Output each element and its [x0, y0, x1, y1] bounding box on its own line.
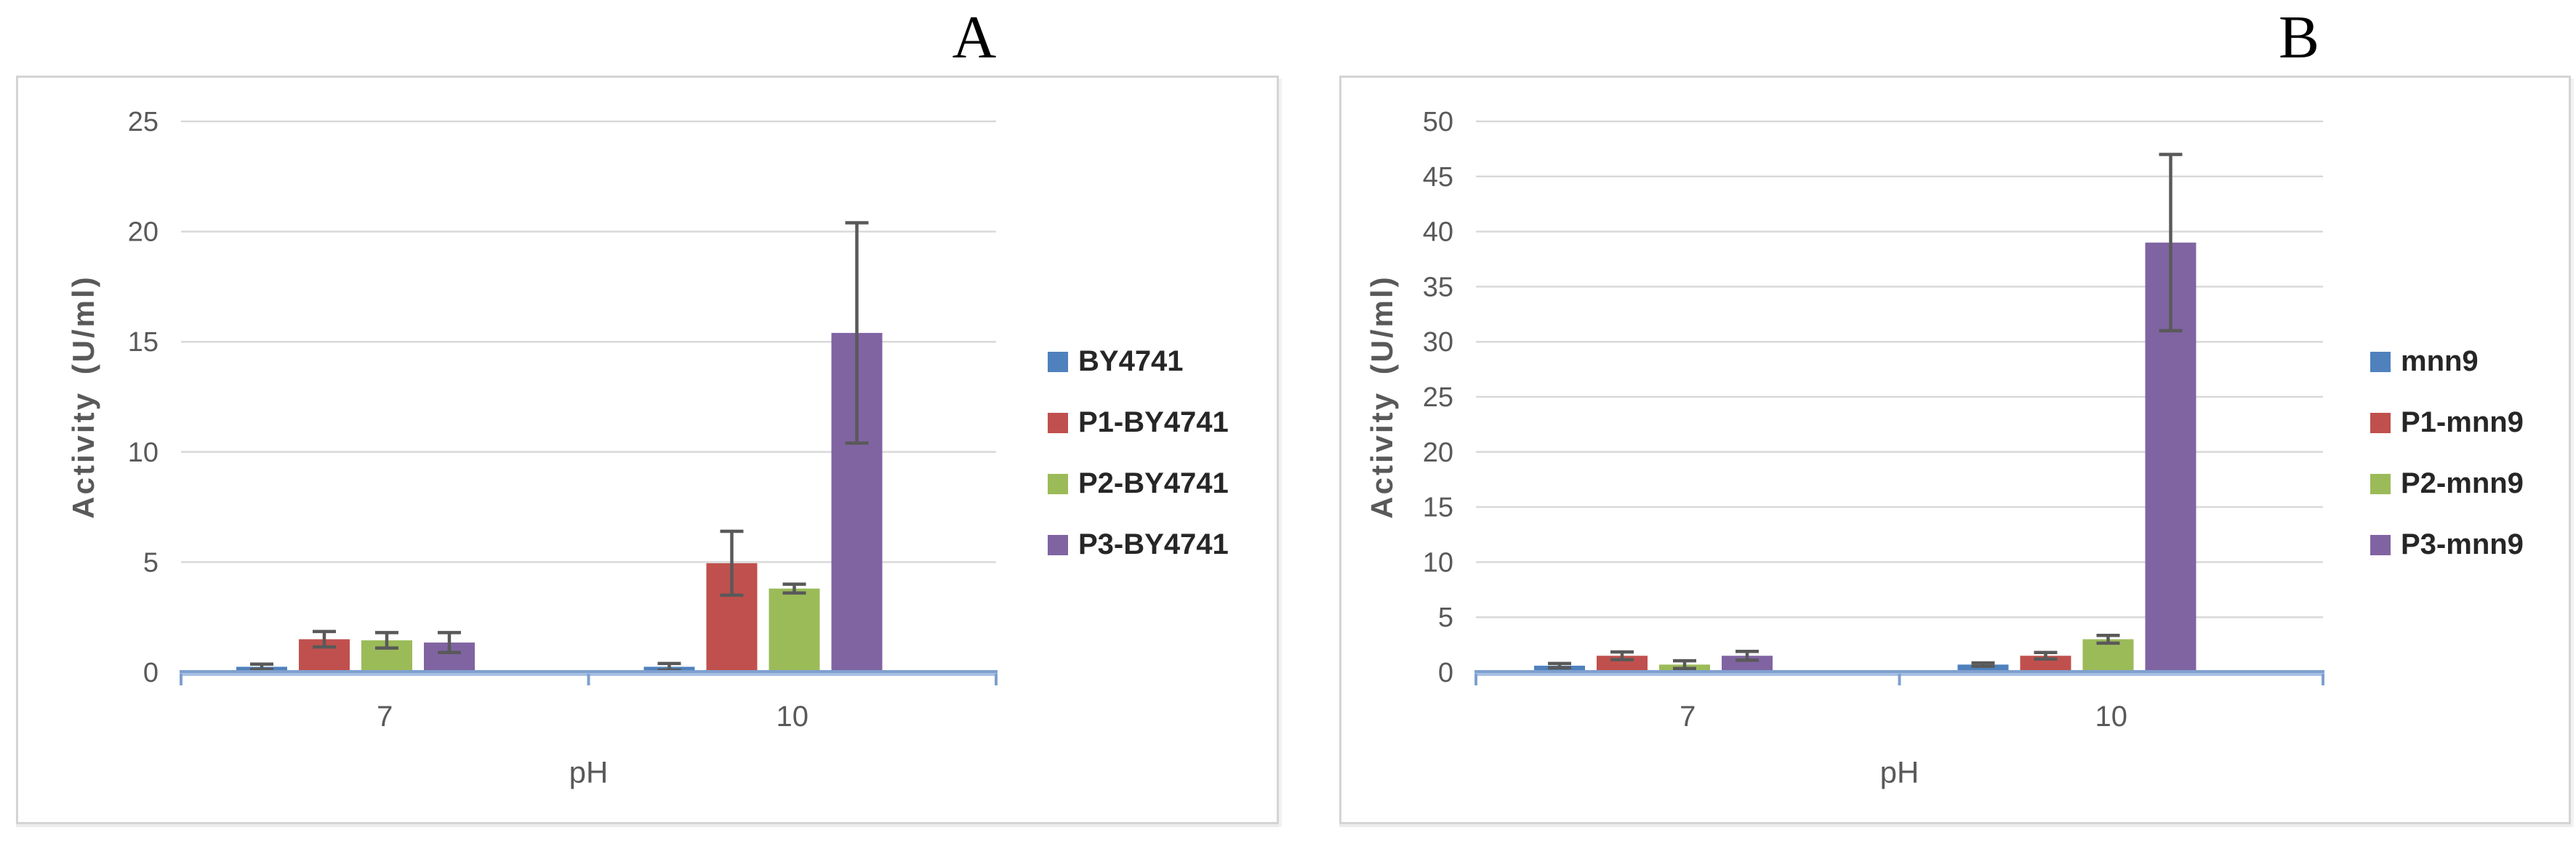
y-tick-label: 10 [1423, 547, 1453, 578]
y-tick-label: 15 [128, 327, 159, 358]
legend-label-P1-mnn9: P1-mnn9 [2401, 406, 2524, 438]
y-tick-label: 25 [1423, 382, 1453, 413]
error-bar-P2-mnn9-pH7 [1673, 658, 1696, 670]
y-tick-label: 20 [1423, 438, 1453, 468]
chart-panel-b: 0 5 10 15 20 25 30 35 40 45 50 7 10 pH Activity (U/ml)… [1339, 76, 2571, 824]
y-tick-label: 30 [1423, 327, 1453, 358]
error-bar-P3-BY4741-pH10 [845, 221, 869, 445]
error-bar-P1-mnn9-pH7 [1610, 650, 1634, 661]
legend-swatch-P3-mnn9 [2370, 535, 2391, 555]
legend-swatch-P1-BY4741 [1048, 413, 1068, 433]
error-bar-P2-BY4741-pH10 [782, 582, 806, 595]
bar-mnn9-pH10 [1957, 664, 2009, 672]
x-tick-label-7: 7 [1680, 701, 1696, 733]
error-bar-P2-mnn9-pH10 [2096, 633, 2120, 645]
panel-label-b: B [2278, 4, 2320, 71]
legend-label-P3-BY4741: P3-BY4741 [1078, 528, 1229, 560]
legend-label-P2-mnn9: P2-mnn9 [2401, 467, 2524, 499]
legend-swatch-P3-BY4741 [1048, 535, 1068, 555]
y-tick-label: 40 [1423, 217, 1453, 248]
y-tick-label: 15 [1423, 493, 1453, 523]
bar-P1-mnn9-pH10 [2020, 656, 2071, 672]
y-tick-label: 5 [143, 547, 159, 578]
error-bar-mnn9-pH7 [1548, 661, 1571, 670]
x-tick-label-7: 7 [377, 701, 393, 733]
error-bar-P3-BY4741-pH7 [438, 631, 461, 654]
y-tick-label: 45 [1423, 162, 1453, 193]
legend-swatch-P2-BY4741 [1048, 474, 1068, 494]
error-bar-P1-BY4741-pH7 [313, 629, 336, 649]
y-tick-label: 20 [128, 217, 159, 248]
error-bar-P1-BY4741-pH10 [720, 529, 744, 597]
x-axis-title: pH [569, 755, 609, 789]
error-bar-P3-mnn9-pH7 [1736, 649, 1759, 662]
legend-label-BY4741: BY4741 [1078, 345, 1184, 377]
legend-swatch-P2-mnn9 [2370, 474, 2391, 494]
error-bar-mnn9-pH10 [1971, 661, 1995, 668]
y-tick-label: 35 [1423, 272, 1453, 302]
y-tick-label: 25 [128, 107, 159, 137]
error-bar-BY4741-pH7 [250, 662, 273, 672]
y-tick-label: 0 [143, 658, 159, 688]
x-tick-label-10: 10 [777, 701, 809, 733]
x-axis-line [1474, 670, 2324, 673]
error-bar-P1-mnn9-pH10 [2034, 650, 2058, 661]
legend-label-P3-mnn9: P3-mnn9 [2401, 528, 2524, 560]
legend-swatch-mnn9 [2370, 352, 2391, 372]
bar-P3-mnn9-pH7 [1722, 656, 1773, 672]
legend-label-P2-BY4741: P2-BY4741 [1078, 467, 1229, 499]
error-bar-P2-BY4741-pH7 [375, 631, 398, 650]
bar-chart-a: 0 5 10 15 20 25 7 10 pH Activity (U/ml) BY4741 P1-B… [66, 107, 1229, 789]
x-tick-label-10: 10 [2095, 701, 2128, 733]
bar-P2-mnn9-pH10 [2082, 639, 2134, 672]
legend-label-mnn9: mnn9 [2401, 345, 2479, 377]
chart-panel-a: 0 5 10 15 20 25 7 10 pH Activity (U/ml) BY4741 P1-B… [16, 76, 1279, 824]
bar-P2-BY4741-pH10 [769, 588, 820, 672]
y-tick-label: 0 [1438, 658, 1453, 688]
y-axis-title: Activity (U/ml) [1365, 275, 1399, 518]
y-tick-label: 5 [1438, 603, 1453, 633]
legend-swatch-BY4741 [1048, 352, 1068, 372]
error-bar-P3-mnn9-pH10 [2159, 153, 2183, 333]
y-tick-label: 10 [128, 438, 159, 468]
error-bar-BY4741-pH10 [657, 661, 681, 672]
legend-label-P1-BY4741: P1-BY4741 [1078, 406, 1229, 438]
bar-chart-b: 0 5 10 15 20 25 30 35 40 45 50 7 10 pH Activity (U/ml)… [1365, 107, 2524, 789]
x-axis-title: pH [1880, 755, 1919, 789]
panel-label-a: A [952, 4, 997, 71]
y-tick-label: 50 [1423, 107, 1453, 137]
legend-swatch-P1-mnn9 [2370, 413, 2391, 433]
y-axis-title: Activity (U/ml) [66, 275, 100, 518]
bar-P1-mnn9-pH7 [1597, 656, 1648, 672]
x-axis-line [180, 670, 998, 673]
